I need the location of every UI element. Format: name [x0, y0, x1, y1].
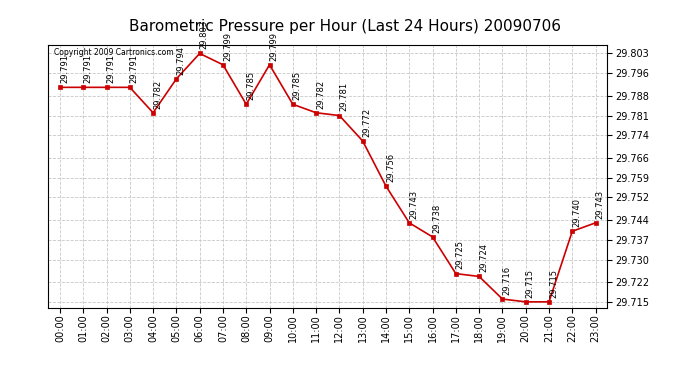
Text: 29.782: 29.782	[153, 80, 162, 109]
Text: 29.716: 29.716	[502, 266, 511, 295]
Text: 29.785: 29.785	[246, 71, 255, 100]
Text: 29.799: 29.799	[270, 32, 279, 61]
Text: 29.740: 29.740	[572, 198, 581, 227]
Text: 29.799: 29.799	[223, 32, 232, 61]
Text: 29.743: 29.743	[595, 189, 604, 219]
Text: Barometric Pressure per Hour (Last 24 Hours) 20090706: Barometric Pressure per Hour (Last 24 Ho…	[129, 19, 561, 34]
Text: 29.725: 29.725	[456, 240, 465, 270]
Text: 29.738: 29.738	[433, 204, 442, 233]
Text: 29.803: 29.803	[199, 20, 208, 49]
Text: 29.715: 29.715	[526, 269, 535, 298]
Text: 29.794: 29.794	[177, 46, 186, 75]
Text: 29.791: 29.791	[130, 54, 139, 83]
Text: 29.772: 29.772	[363, 108, 372, 137]
Text: 29.781: 29.781	[339, 82, 348, 111]
Text: 29.743: 29.743	[409, 189, 418, 219]
Text: Copyright 2009 Cartronics.com: Copyright 2009 Cartronics.com	[54, 48, 173, 57]
Text: 29.791: 29.791	[60, 54, 69, 83]
Text: 29.791: 29.791	[106, 54, 115, 83]
Text: 29.724: 29.724	[479, 243, 488, 272]
Text: 29.715: 29.715	[549, 269, 558, 298]
Text: 29.756: 29.756	[386, 153, 395, 182]
Text: 29.785: 29.785	[293, 71, 302, 100]
Text: 29.791: 29.791	[83, 54, 92, 83]
Text: 29.782: 29.782	[316, 80, 325, 109]
